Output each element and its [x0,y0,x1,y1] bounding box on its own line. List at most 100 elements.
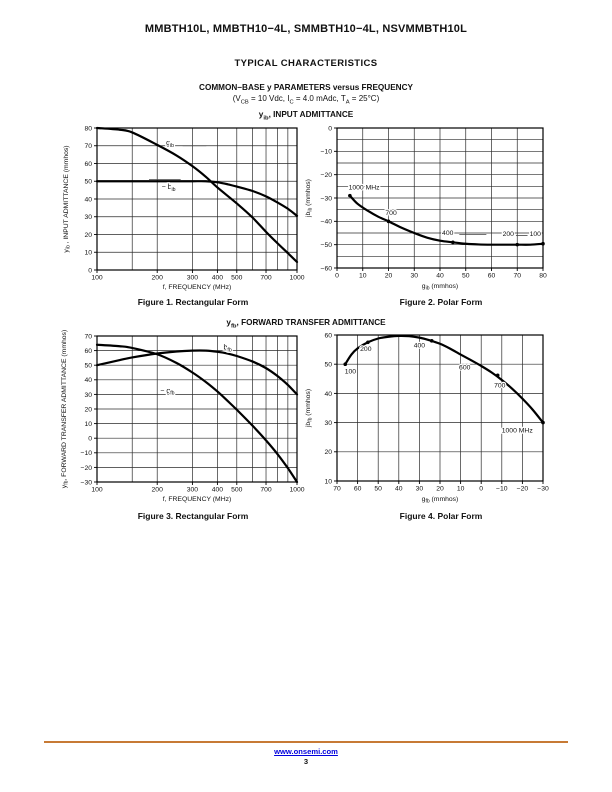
y-tick-label: 20 [324,449,332,456]
y-tick-label: −10 [80,450,92,457]
page-title: MMBTH10L, MMBTH10−4L, SMMBTH10−4L, NSVMM… [144,23,468,35]
curve-g_ib [95,126,299,264]
data-point [348,193,352,198]
y-tick-label: 80 [84,125,92,132]
y-tick-label: 60 [84,161,92,168]
y-tick-label: −60 [320,265,332,272]
row2-title: yfb, FORWARD TRANSFER ADMITTANCE [226,318,386,330]
x-tick-label: 30 [416,486,424,493]
curve-label: − gfb [160,388,174,397]
x-tick-label: 20 [436,486,444,493]
curve-label: bfb [224,345,232,354]
x-tick-label: 20 [385,273,393,280]
y-tick-label: −30 [320,195,332,202]
footer-link-row: www.onsemi.com [0,747,612,756]
figure-3-chart: 100 200 300 400 500 700 1000706050403020100−10… [61,330,305,503]
x-axis-label: f, FREQUENCY (MHz) [163,496,232,503]
x-tick-label: 0 [335,273,339,280]
x-tick-label: 400 [212,275,224,282]
curve-y_ib_locus [348,194,545,246]
x-tick-label: 30 [410,273,418,280]
x-tick-label: 200 [152,275,164,282]
x-tick-label: 10 [457,486,465,493]
x-tick-label: 60 [488,273,496,280]
y-axis-label: jbib (mmhos) [305,179,314,218]
y-tick-label: 30 [84,392,92,399]
gridlines [336,127,544,269]
y-tick-label: 10 [84,421,92,428]
data-point [451,240,455,245]
curve-y_fb_locus [344,334,545,424]
y-tick-label: −20 [320,172,332,179]
point-label: 100 [345,369,357,376]
point-label: 700 [385,210,397,217]
x-tick-label: 500 [231,275,243,282]
footer-rule [44,741,568,744]
y-tick-label: 50 [84,179,92,186]
section-title: TYPICAL CHARACTERISTICS [234,58,378,69]
y-tick-label: −50 [320,242,332,249]
x-tick-label: 300 [187,275,199,282]
y-tick-label: −20 [80,465,92,472]
figure-4-chart: 70 60 50 40 30 20 10 0 −10 −20 −301020304050601002… [305,332,549,504]
plot-frame [96,335,298,483]
point-label: 1000 MHz [502,428,534,435]
x-tick-label: 700 [260,487,272,494]
x-tick-label: 70 [333,486,341,493]
point-label: 400 [414,342,426,349]
y-tick-label: 30 [324,420,332,427]
plot-frame [336,127,544,269]
x-tick-label: −30 [537,486,549,493]
x-tick-label: 1000 [289,487,304,494]
y-tick-label: 60 [324,332,332,339]
x-tick-label: 700 [260,275,272,282]
x-tick-label: 50 [374,486,382,493]
x-tick-label: −20 [517,486,529,493]
y-tick-label: −30 [80,479,92,486]
y-tick-label: 70 [84,143,92,150]
x-tick-label: 10 [359,273,367,280]
figure-1-chart: 100 200 300 400 500 700 1000 0 10 20 30 40 50 60 70 80 g… [63,125,305,291]
figure-2-caption: Figure 2. Polar Form [399,297,483,307]
y-tick-label: 0 [328,125,332,132]
x-tick-label: 0 [479,486,483,493]
x-tick-label: 40 [436,273,444,280]
plot-frame [96,127,298,271]
data-point [541,420,545,425]
y-tick-label: 20 [84,406,92,413]
curve-label: − bib [162,184,176,193]
y-tick-label: 50 [324,362,332,369]
x-tick-label: 200 [152,487,164,494]
figure-4-caption: Figure 4. Polar Form [399,511,483,521]
y-axis-label: yfb, FORWARD TRANSFER ADMITTANCE (mmhos) [61,330,70,488]
y-tick-label: 0 [88,267,92,274]
y-tick-label: 10 [324,478,332,485]
x-tick-label: 400 [212,487,224,494]
curve--b_ib [95,180,299,217]
point-label: 1000 MHz [349,184,381,191]
y-tick-label: −10 [320,149,332,156]
axis-ticks [334,334,544,484]
axis-ticks [334,127,544,271]
y-tick-label: 40 [324,391,332,398]
x-tick-label: 1000 [289,275,304,282]
test-conditions: (VCB = 10 Vdc, IC = 4.0 mAdc, TA = 25°C) [232,93,380,106]
gridlines [336,334,544,482]
x-tick-label: 60 [354,486,362,493]
y-tick-label: 40 [84,377,92,384]
x-tick-label: −10 [496,486,508,493]
point-label: 100 [530,231,542,238]
gridlines [96,127,298,271]
y-tick-label: 20 [84,232,92,239]
onsemi-link[interactable]: www.onsemi.com [274,746,338,756]
y-tick-label: 60 [84,348,92,355]
x-tick-label: 100 [91,487,103,494]
y-axis-label: jbfb (mmhos) [305,389,314,428]
y-tick-label: 40 [84,196,92,203]
x-tick-label: 100 [91,275,103,282]
x-tick-label: 50 [462,273,470,280]
y-tick-label: 10 [84,250,92,257]
y-tick-label: 50 [84,363,92,370]
y-tick-label: 30 [84,214,92,221]
